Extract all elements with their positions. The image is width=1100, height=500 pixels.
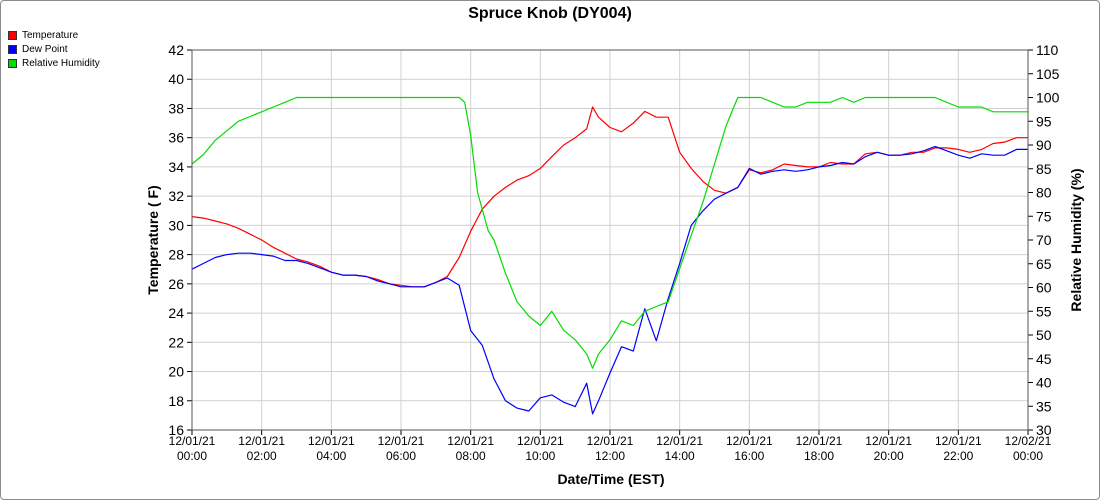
- y2-tick-label: 50: [1036, 327, 1052, 343]
- legend: Temperature Dew Point Relative Humidity: [8, 28, 100, 70]
- y2-tick-label: 105: [1036, 66, 1060, 82]
- y-tick-label: 42: [168, 42, 184, 58]
- x-tick-label-date: 12/01/21: [726, 434, 773, 448]
- legend-swatch-temperature: [8, 30, 17, 40]
- y2-tick-label: 110: [1036, 42, 1059, 58]
- x-tick-label-date: 12/01/21: [447, 434, 494, 448]
- x-tick-label-time: 16:00: [734, 449, 764, 463]
- y-tick-label: 22: [168, 334, 184, 350]
- y2-tick-label: 30: [1036, 422, 1052, 438]
- y-tick-label: 30: [168, 217, 184, 233]
- y-tick-label: 20: [168, 364, 184, 380]
- legend-swatch-dew-point: [8, 44, 17, 54]
- y2-tick-label: 90: [1036, 137, 1052, 153]
- legend-item-relative-humidity: Relative Humidity: [8, 56, 100, 70]
- legend-label-temperature: Temperature: [22, 29, 79, 41]
- y-tick-label: 36: [168, 130, 184, 146]
- grid: [191, 49, 1029, 431]
- y-tick-label: 38: [168, 100, 184, 116]
- y2-tick-label: 75: [1036, 208, 1052, 224]
- x-tick-label-date: 12/01/21: [796, 434, 843, 448]
- y2-tick-label: 55: [1036, 303, 1052, 319]
- y-axis-label: Temperature ( F): [145, 185, 161, 294]
- x-tick-label-time: 00:00: [1013, 449, 1043, 463]
- x-tick-label-date: 12/01/21: [378, 434, 425, 448]
- x-tick-label-time: 22:00: [943, 449, 973, 463]
- y2-tick-label: 65: [1036, 256, 1052, 272]
- legend-label-relative-humidity: Relative Humidity: [22, 57, 100, 69]
- legend-item-dew-point: Dew Point: [8, 42, 100, 56]
- y-tick-label: 26: [168, 276, 184, 292]
- x-tick-label-time: 06:00: [386, 449, 416, 463]
- y-tick-label: 28: [168, 247, 184, 263]
- legend-swatch-relative-humidity: [8, 58, 17, 68]
- chart-title: Spruce Knob (DY004): [468, 5, 632, 22]
- series-lines: [191, 96, 1028, 415]
- y2-tick-label: 60: [1036, 280, 1052, 296]
- legend-item-temperature: Temperature: [8, 28, 100, 42]
- x-tick-label-time: 12:00: [595, 449, 625, 463]
- x-tick-label-time: 14:00: [665, 449, 695, 463]
- x-tick-label-time: 08:00: [456, 449, 486, 463]
- x-tick-label-date: 12/01/21: [169, 434, 216, 448]
- series-line-dew-point: [191, 145, 1028, 415]
- x-tick-label-date: 12/01/21: [587, 434, 634, 448]
- y-tick-label: 16: [168, 422, 184, 438]
- x-tick-label-date: 12/01/21: [238, 434, 285, 448]
- y-tick-label: 40: [168, 71, 184, 87]
- legend-label-dew-point: Dew Point: [22, 43, 68, 55]
- x-tick-label-date: 12/01/21: [656, 434, 703, 448]
- y2-tick-label: 70: [1036, 232, 1052, 248]
- axes: 16 18 20 22 24 26 28 30 32 34 36 38 40 42 30 35 40 45 50 55…: [168, 42, 1059, 463]
- y2-axis-label: Relative Humidity (%): [1068, 168, 1084, 311]
- y-tick-label: 34: [168, 159, 184, 175]
- x-tick-label-time: 18:00: [804, 449, 834, 463]
- series-line-relative-humidity: [191, 96, 1028, 369]
- y-tick-label: 24: [168, 305, 184, 321]
- y2-tick-label: 85: [1036, 161, 1052, 177]
- x-tick-label-date: 12/02/21: [1005, 434, 1052, 448]
- y2-tick-label: 100: [1036, 90, 1060, 106]
- x-tick-label-date: 12/01/21: [865, 434, 912, 448]
- x-tick-label-date: 12/01/21: [935, 434, 982, 448]
- plot-border: [191, 49, 1029, 431]
- x-tick-label-date: 12/01/21: [517, 434, 564, 448]
- y2-tick-label: 35: [1036, 398, 1052, 414]
- y2-tick-label: 45: [1036, 351, 1052, 367]
- y2-tick-label: 40: [1036, 375, 1052, 391]
- x-tick-label-time: 10:00: [525, 449, 555, 463]
- y-tick-label: 32: [168, 188, 184, 204]
- x-tick-label-time: 04:00: [316, 449, 346, 463]
- x-axis-label: Date/Time (EST): [557, 471, 664, 487]
- x-tick-label-time: 00:00: [177, 449, 207, 463]
- x-tick-label-time: 20:00: [874, 449, 904, 463]
- y2-tick-label: 95: [1036, 113, 1052, 129]
- y-tick-label: 18: [168, 393, 184, 409]
- x-tick-label-date: 12/01/21: [308, 434, 355, 448]
- y2-tick-label: 80: [1036, 185, 1052, 201]
- x-tick-label-time: 02:00: [247, 449, 277, 463]
